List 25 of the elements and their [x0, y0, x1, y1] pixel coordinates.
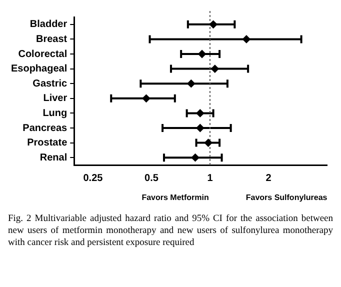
point	[191, 154, 200, 162]
y-tick-label: Gastric	[32, 78, 68, 90]
point	[198, 50, 206, 58]
text: Favors Sulfonylureas	[246, 193, 328, 202]
point	[187, 80, 196, 88]
point	[204, 138, 212, 147]
y-tick-label: Renal	[40, 152, 68, 164]
point	[196, 124, 204, 132]
x-tick-label: 1	[207, 172, 214, 184]
point	[209, 20, 218, 28]
point	[196, 109, 204, 118]
x-tick-label: 2	[266, 172, 272, 184]
y-tick-label: Esophageal	[10, 64, 68, 75]
point	[210, 64, 219, 73]
y-tick-label: Colorectal	[18, 48, 68, 60]
x-tick-label: 0.25	[83, 172, 104, 184]
y-tick-label: Liver	[43, 93, 68, 104]
y-tick-label: Lung	[42, 108, 68, 119]
x-tick-label: 0.5	[144, 172, 159, 184]
y-tick-label: Bladder	[30, 19, 68, 30]
y-tick-label: Breast	[36, 34, 68, 45]
y-tick-label: Pancreas	[22, 122, 68, 134]
text: Favors Metformin	[142, 193, 209, 202]
y-tick-label: Prostate	[27, 138, 68, 149]
caption: Fig. 2 Multivariable adjusted hazard ratio and 95% CI for the association between new users of metformin monotherapy and new users of sulfonylurea monotherapy with cancer risk and persistent exposure required	[8, 213, 333, 249]
